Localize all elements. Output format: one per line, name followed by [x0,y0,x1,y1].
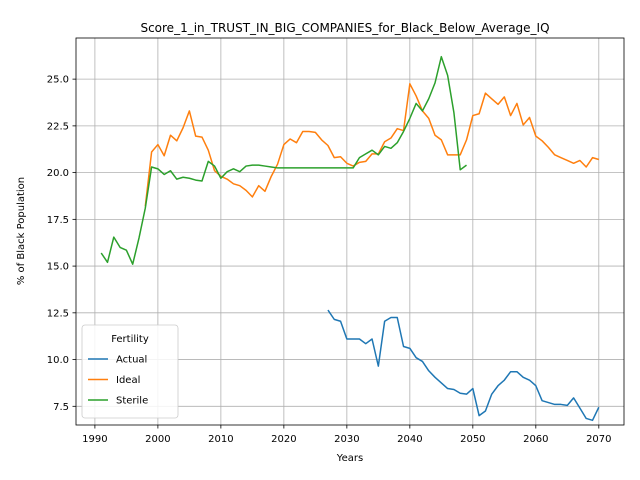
y-tick-label: 25.0 [47,75,69,86]
legend: Fertility Actual Ideal Sterile [81,324,179,419]
y-axis-title: % of Black Population [16,177,27,285]
x-tick-label: 2050 [460,434,485,445]
plot-frame [75,37,625,426]
legend-box [81,324,179,419]
y-tick-label: 22.5 [47,121,69,132]
x-tick-label: 2060 [523,434,548,445]
x-tick-label: 2000 [145,434,170,445]
x-tick-label: 2030 [334,434,359,445]
x-tick-label: 2010 [208,434,233,445]
chart-title: Score_1_in_TRUST_IN_BIG_COMPANIES_for_Bl… [140,21,549,35]
x-tick-label: 2040 [397,434,422,445]
x-tick-label: 2020 [271,434,296,445]
grid [76,38,624,425]
y-tick-label: 7.5 [53,402,69,413]
y-tick-label: 17.5 [47,215,69,226]
y-tick-label: 15.0 [47,262,69,273]
y-tick-label: 10.0 [47,355,69,366]
legend-label-ideal: Ideal [116,375,140,386]
x-axis-title: Years [336,453,363,464]
legend-label-actual: Actual [116,355,147,366]
legend-title: Fertility [111,334,149,345]
y-tick-label: 20.0 [47,168,69,179]
series-line-sterile [100,55,467,265]
series-layer [100,55,600,422]
x-tick-label: 1990 [82,434,107,445]
legend-items: Actual Ideal Sterile [88,355,148,407]
x-tick-label: 2070 [586,434,611,445]
legend-label-sterile: Sterile [116,396,148,407]
x-axis: 1990 2000 2010 2020 2030 2040 2050 2060 2070 [82,425,612,445]
series-line-ideal [144,83,600,207]
series-line-actual [327,309,600,422]
y-tick-label: 12.5 [47,308,69,319]
y-axis: 7.5 10.0 12.5 15.0 17.5 20.0 22.5 25.0 [47,75,76,413]
